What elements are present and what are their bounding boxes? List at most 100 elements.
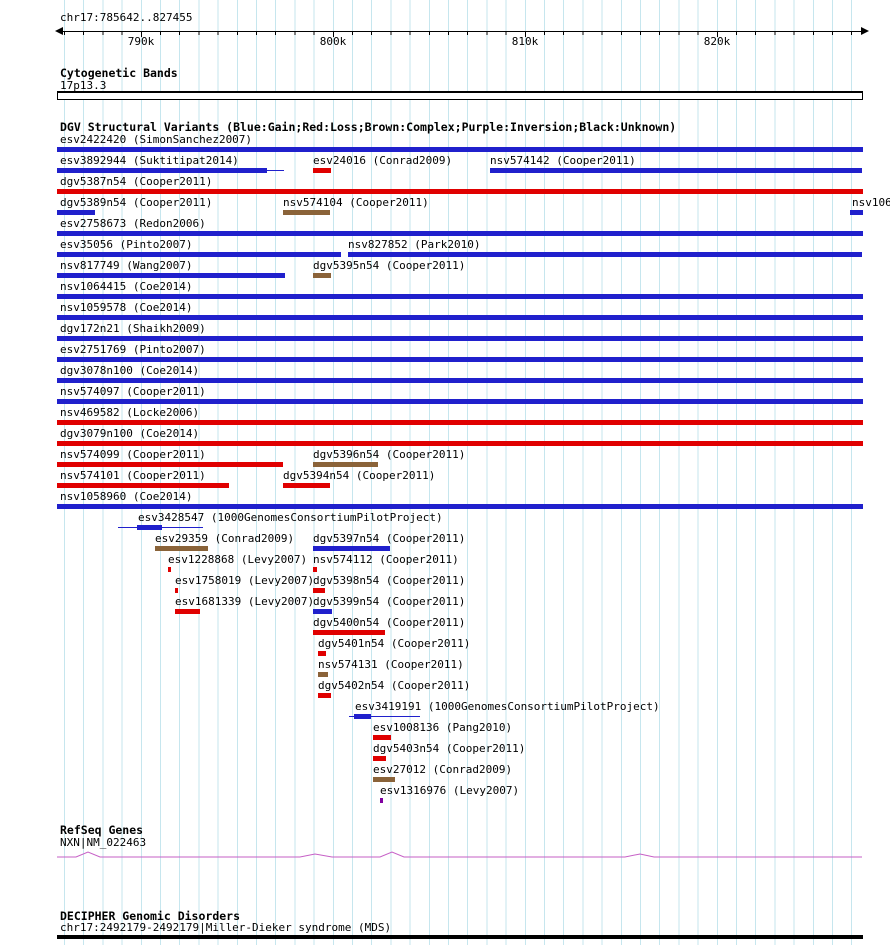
variant-bar[interactable] — [348, 252, 862, 257]
variant-label[interactable]: esv1681339 (Levy2007) — [175, 595, 315, 608]
variant-bar[interactable] — [373, 777, 395, 782]
variant-bar[interactable] — [168, 567, 171, 572]
variant-bar[interactable] — [175, 609, 200, 614]
variant-label[interactable]: nsv574131 (Cooper2011) — [318, 658, 464, 671]
variant-label[interactable]: dgv5394n54 (Cooper2011) — [283, 469, 436, 482]
variant-bar[interactable] — [57, 504, 863, 509]
variant-label[interactable]: esv29359 (Conrad2009) — [155, 532, 295, 545]
variant-label[interactable]: dgv5395n54 (Cooper2011) — [313, 259, 466, 272]
variant-bar[interactable] — [137, 525, 162, 530]
variant-label[interactable]: esv27012 (Conrad2009) — [373, 763, 513, 776]
variant-label[interactable]: esv2751769 (Pinto2007) — [60, 343, 206, 356]
variant-label[interactable]: nsv1059578 (Coe2014) — [60, 301, 193, 314]
variant-label[interactable]: esv1228868 (Levy2007) — [168, 553, 308, 566]
variant-bar[interactable] — [850, 210, 863, 215]
variant-bar[interactable] — [373, 735, 391, 740]
variant-bar[interactable] — [57, 462, 283, 467]
variant-label[interactable]: esv3892944 (Suktitipat2014) — [60, 154, 239, 167]
ruler-tick-label: 820k — [703, 35, 731, 48]
variant-label[interactable]: nsv574099 (Cooper2011) — [60, 448, 206, 461]
variant-label[interactable]: nsv574097 (Cooper2011) — [60, 385, 206, 398]
variant-bar[interactable] — [313, 546, 390, 551]
decipher-feature-bar[interactable] — [57, 935, 863, 939]
variant-bar[interactable] — [313, 609, 332, 614]
variant-label[interactable]: nsv574101 (Cooper2011) — [60, 469, 206, 482]
variant-label[interactable]: nsv574112 (Cooper2011) — [313, 553, 459, 566]
variant-bar[interactable] — [354, 714, 371, 719]
variant-bar[interactable] — [313, 567, 317, 572]
variant-label[interactable]: dgv172n21 (Shaikh2009) — [60, 322, 206, 335]
variant-bar[interactable] — [57, 210, 95, 215]
variant-bar[interactable] — [373, 756, 386, 761]
variant-bar[interactable] — [313, 588, 325, 593]
variant-label[interactable]: dgv3079n100 (Coe2014) — [60, 427, 200, 440]
cytobands-title: Cytogenetic Bands — [60, 66, 178, 80]
variant-label[interactable]: nsv574104 (Cooper2011) — [283, 196, 429, 209]
variant-label[interactable]: esv35056 (Pinto2007) — [60, 238, 193, 251]
variant-label[interactable]: nsv817749 (Wang2007) — [60, 259, 193, 272]
variant-bar[interactable] — [57, 273, 285, 278]
variant-bar[interactable] — [155, 546, 208, 551]
variant-bar[interactable] — [313, 168, 331, 173]
variant-label[interactable]: esv1008136 (Pang2010) — [373, 721, 513, 734]
variant-bar[interactable] — [318, 693, 331, 698]
variant-bar[interactable] — [57, 336, 863, 341]
variant-label[interactable]: esv3428547 (1000GenomesConsortiumPilotPr… — [138, 511, 443, 524]
variant-label[interactable]: dgv5397n54 (Cooper2011) — [313, 532, 466, 545]
variant-bar[interactable] — [57, 315, 863, 320]
decipher-entry-label[interactable]: chr17:2492179-2492179|Miller-Dieker synd… — [60, 921, 392, 934]
variant-bar[interactable] — [57, 441, 863, 446]
variant-label[interactable]: esv1758019 (Levy2007) — [175, 574, 315, 587]
variant-label[interactable]: dgv5387n54 (Cooper2011) — [60, 175, 213, 188]
cytoband-name[interactable]: 17p13.3 — [60, 79, 107, 92]
variant-label[interactable]: nsv106 — [852, 196, 890, 209]
variant-bar[interactable] — [318, 672, 328, 677]
variant-bar[interactable] — [313, 462, 378, 467]
cytoband-glyph[interactable] — [57, 91, 863, 100]
variant-bar[interactable] — [57, 483, 229, 488]
variant-bar[interactable] — [380, 798, 383, 803]
variant-bar[interactable] — [57, 420, 863, 425]
variant-label[interactable]: dgv5402n54 (Cooper2011) — [318, 679, 471, 692]
variant-label[interactable]: dgv5401n54 (Cooper2011) — [318, 637, 471, 650]
variant-label[interactable]: nsv574142 (Cooper2011) — [490, 154, 636, 167]
refseq-gene-label[interactable]: NXN|NM_022463 — [60, 836, 147, 849]
variant-bar[interactable] — [57, 231, 863, 236]
variant-bar[interactable] — [175, 588, 178, 593]
variant-bar[interactable] — [490, 168, 862, 173]
variant-label[interactable]: dgv5398n54 (Cooper2011) — [313, 574, 466, 587]
variant-label[interactable]: esv3419191 (1000GenomesConsortiumPilotPr… — [355, 700, 660, 713]
variant-label[interactable]: dgv3078n100 (Coe2014) — [60, 364, 200, 377]
variant-label[interactable]: esv24016 (Conrad2009) — [313, 154, 453, 167]
variant-bar[interactable] — [318, 651, 326, 656]
variant-label[interactable]: nsv1058960 (Coe2014) — [60, 490, 193, 503]
variant-label[interactable]: dgv5400n54 (Cooper2011) — [313, 616, 466, 629]
variant-bar[interactable] — [57, 189, 863, 194]
variant-bar[interactable] — [57, 252, 341, 257]
variant-label[interactable]: esv2422420 (SimonSanchez2007) — [60, 133, 253, 146]
variant-bar[interactable] — [313, 273, 331, 278]
variant-label[interactable]: nsv1064415 (Coe2014) — [60, 280, 193, 293]
variant-bar[interactable] — [57, 294, 863, 299]
variant-label[interactable]: esv1316976 (Levy2007) — [380, 784, 520, 797]
variant-label[interactable]: dgv5399n54 (Cooper2011) — [313, 595, 466, 608]
ruler-left-arrow-icon — [55, 27, 63, 35]
variant-label[interactable]: nsv827852 (Park2010) — [348, 238, 481, 251]
grid-lines — [64, 0, 853, 945]
variant-bar[interactable] — [283, 210, 330, 215]
variant-bar[interactable] — [57, 378, 863, 383]
refseq-gene-glyph[interactable] — [0, 845, 890, 865]
variant-bar[interactable] — [57, 168, 267, 173]
variant-bar[interactable] — [57, 399, 863, 404]
variant-label[interactable]: nsv469582 (Locke2006) — [60, 406, 200, 419]
variant-bar[interactable] — [283, 483, 330, 488]
variant-label[interactable]: esv2758673 (Redon2006) — [60, 217, 206, 230]
variant-bar[interactable] — [57, 357, 863, 362]
ruler-tick-label: 790k — [127, 35, 155, 48]
variant-label[interactable]: dgv5389n54 (Cooper2011) — [60, 196, 213, 209]
variant-label[interactable]: dgv5396n54 (Cooper2011) — [313, 448, 466, 461]
variant-bar[interactable] — [313, 630, 385, 635]
variant-bar[interactable] — [57, 147, 863, 152]
variant-label[interactable]: dgv5403n54 (Cooper2011) — [373, 742, 526, 755]
